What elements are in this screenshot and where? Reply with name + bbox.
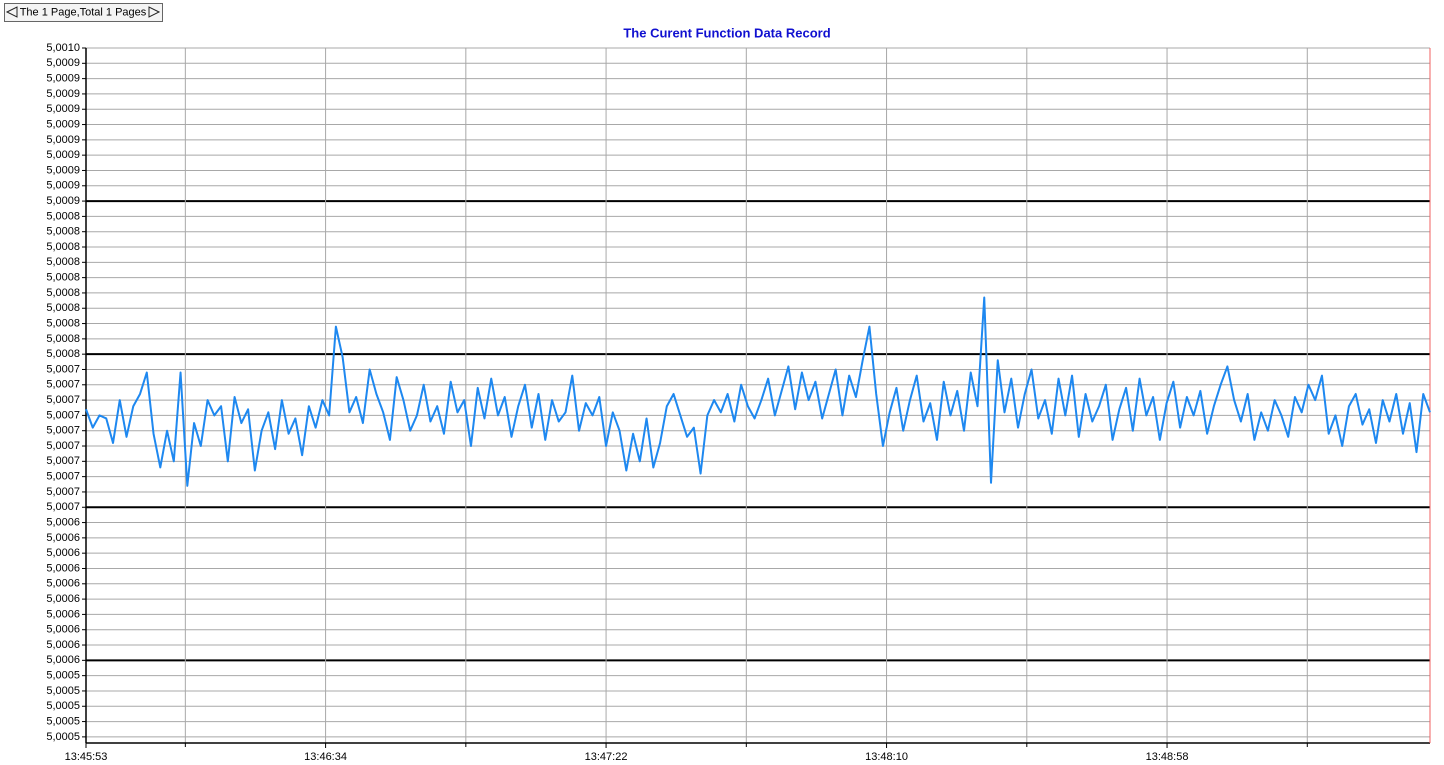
y-tick-label: 5,0006 xyxy=(46,639,80,651)
y-tick-label: 5,0007 xyxy=(46,501,80,513)
next-arrow[interactable] xyxy=(148,6,161,18)
data-line xyxy=(85,296,1431,487)
y-tick-label: 5,0006 xyxy=(46,608,80,620)
y-tick-label: 5,0007 xyxy=(46,486,80,498)
y-tick-label: 5,0007 xyxy=(46,455,80,467)
y-tick-label: 5,0008 xyxy=(46,302,80,314)
prev-arrow[interactable] xyxy=(5,6,18,18)
y-tick-label: 5,0008 xyxy=(46,226,80,238)
y-tick-label: 5,0006 xyxy=(46,578,80,590)
chart-title: The Curent Function Data Record xyxy=(623,25,830,40)
pager-box[interactable] xyxy=(4,3,163,22)
x-tick-label: 13:46:34 xyxy=(304,751,347,763)
plot xyxy=(85,296,1431,487)
y-tick-label: 5,0008 xyxy=(46,241,80,253)
y-tick-label: 5,0009 xyxy=(46,103,80,115)
y-tick-label: 5,0008 xyxy=(46,287,80,299)
y-tick-label: 5,0007 xyxy=(46,379,80,391)
y-tick-label: 5,0005 xyxy=(46,700,80,712)
y-tick-label: 5,0008 xyxy=(46,256,80,268)
y-tick-label: 5,0007 xyxy=(46,440,80,452)
y-tick-label: 5,0006 xyxy=(46,532,80,544)
y-tick-label: 5,0009 xyxy=(46,164,80,176)
y-tick-label: 5,0005 xyxy=(46,731,80,743)
y-tick-label: 5,0006 xyxy=(46,516,80,528)
y-tick-label: 5,0007 xyxy=(46,409,80,421)
y-tick-label: 5,0005 xyxy=(46,685,80,697)
x-tick-label: 13:45:53 xyxy=(65,751,108,763)
y-tick-label: 5,0009 xyxy=(46,57,80,69)
y-tick-label: 5,0008 xyxy=(46,272,80,284)
y-tick-label: 5,0006 xyxy=(46,624,80,636)
y-tick-label: 5,0009 xyxy=(46,88,80,100)
x-tick-label: 13:48:10 xyxy=(865,751,908,763)
y-tick-label: 5,0006 xyxy=(46,562,80,574)
y-tick-label: 5,0008 xyxy=(46,348,80,360)
y-tick-label: 5,0008 xyxy=(46,210,80,222)
x-tick-label: 13:47:22 xyxy=(585,751,628,763)
y-tick-label: 5,0006 xyxy=(46,593,80,605)
y-tick-label: 5,0009 xyxy=(46,134,80,146)
y-tick-label: 5,0010 xyxy=(46,42,80,54)
y-tick-label: 5,0009 xyxy=(46,195,80,207)
grid: 5,0010 5,0009 5,0009 5,0009 5,0009 5,0009 5,00… xyxy=(46,42,1431,763)
y-tick-label: 5,0009 xyxy=(46,180,80,192)
y-tick-label: 5,0006 xyxy=(46,654,80,666)
y-tick-label: 5,0009 xyxy=(46,73,80,85)
pager[interactable]: The 1 Page,Total 1 Pages xyxy=(4,3,163,22)
y-tick-label: 5,0009 xyxy=(46,118,80,130)
pager-text: The 1 Page,Total 1 Pages xyxy=(20,6,147,18)
y-tick-label: 5,0007 xyxy=(46,425,80,437)
y-tick-label: 5,0009 xyxy=(46,149,80,161)
y-tick-label: 5,0005 xyxy=(46,670,80,682)
y-tick-label: 5,0007 xyxy=(46,363,80,375)
y-tick-label: 5,0008 xyxy=(46,333,80,345)
y-tick-label: 5,0006 xyxy=(46,547,80,559)
y-tick-label: 5,0005 xyxy=(46,715,80,727)
y-tick-label: 5,0008 xyxy=(46,317,80,329)
y-tick-label: 5,0007 xyxy=(46,471,80,483)
y-tick-label: 5,0007 xyxy=(46,394,80,406)
x-tick-label: 13:48:58 xyxy=(1146,751,1189,763)
